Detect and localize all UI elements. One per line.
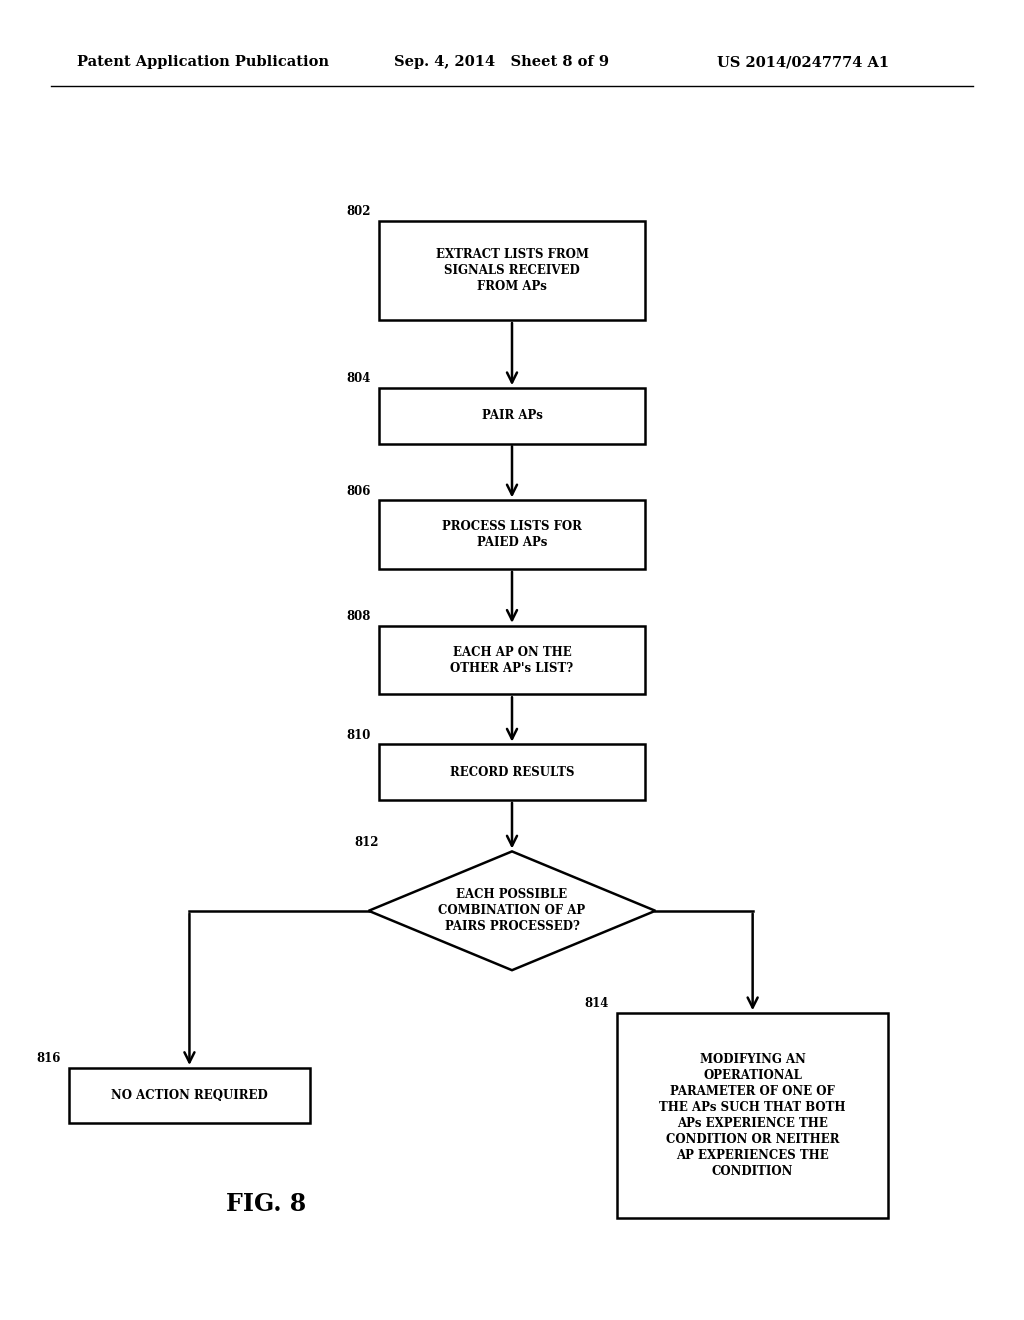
FancyBboxPatch shape bbox=[379, 388, 645, 444]
Text: 814: 814 bbox=[585, 998, 608, 1011]
Text: 816: 816 bbox=[37, 1052, 61, 1065]
Text: EXTRACT LISTS FROM
SIGNALS RECEIVED
FROM APs: EXTRACT LISTS FROM SIGNALS RECEIVED FROM… bbox=[435, 248, 589, 293]
Text: 812: 812 bbox=[354, 836, 379, 849]
Text: EACH AP ON THE
OTHER AP's LIST?: EACH AP ON THE OTHER AP's LIST? bbox=[451, 645, 573, 675]
Text: EACH POSSIBLE
COMBINATION OF AP
PAIRS PROCESSED?: EACH POSSIBLE COMBINATION OF AP PAIRS PR… bbox=[438, 888, 586, 933]
Text: MODIFYING AN
OPERATIONAL
PARAMETER OF ONE OF
THE APs SUCH THAT BOTH
APs EXPERIEN: MODIFYING AN OPERATIONAL PARAMETER OF ON… bbox=[659, 1053, 846, 1177]
Text: Patent Application Publication: Patent Application Publication bbox=[77, 55, 329, 69]
Text: 802: 802 bbox=[346, 206, 371, 218]
Text: 810: 810 bbox=[346, 729, 371, 742]
Text: RECORD RESULTS: RECORD RESULTS bbox=[450, 766, 574, 779]
Text: PROCESS LISTS FOR
PAIED APs: PROCESS LISTS FOR PAIED APs bbox=[442, 520, 582, 549]
Text: 806: 806 bbox=[346, 484, 371, 498]
FancyBboxPatch shape bbox=[379, 220, 645, 319]
Text: Sep. 4, 2014   Sheet 8 of 9: Sep. 4, 2014 Sheet 8 of 9 bbox=[394, 55, 609, 69]
Text: 804: 804 bbox=[346, 372, 371, 385]
Polygon shape bbox=[369, 851, 655, 970]
Text: FIG. 8: FIG. 8 bbox=[226, 1192, 306, 1216]
FancyBboxPatch shape bbox=[379, 500, 645, 569]
FancyBboxPatch shape bbox=[70, 1068, 309, 1123]
Text: NO ACTION REQUIRED: NO ACTION REQUIRED bbox=[111, 1089, 268, 1102]
FancyBboxPatch shape bbox=[379, 744, 645, 800]
FancyBboxPatch shape bbox=[379, 626, 645, 694]
Text: US 2014/0247774 A1: US 2014/0247774 A1 bbox=[717, 55, 889, 69]
FancyBboxPatch shape bbox=[616, 1014, 889, 1217]
Text: PAIR APs: PAIR APs bbox=[481, 409, 543, 422]
Text: 808: 808 bbox=[346, 610, 371, 623]
